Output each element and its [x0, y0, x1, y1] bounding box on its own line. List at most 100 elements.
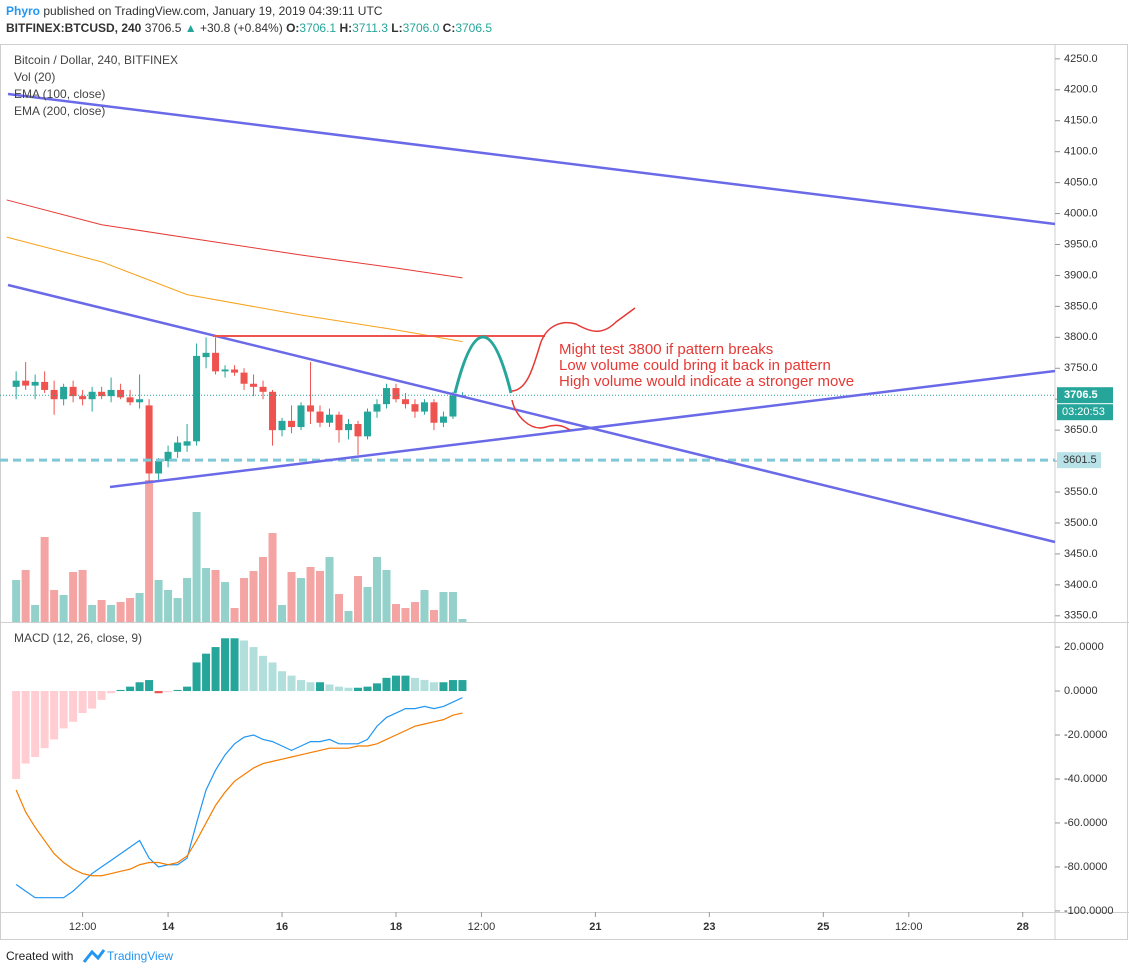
- volume-bar: [164, 590, 173, 622]
- x-tick-label: 12:00: [895, 921, 923, 933]
- y-tick-label: 3350.0: [1064, 610, 1098, 622]
- macd-line: [15, 712, 463, 877]
- histogram-bar: [230, 638, 239, 692]
- x-tick-label: 16: [276, 921, 288, 933]
- histogram-bar: [448, 680, 457, 692]
- volume-bar: [420, 590, 429, 622]
- volume-bar: [154, 580, 163, 622]
- y-tick-label: 4050.0: [1064, 177, 1098, 189]
- histogram-bar: [192, 662, 201, 692]
- volume-bar: [230, 608, 239, 622]
- candle-body: [326, 414, 334, 423]
- candle-body: [411, 404, 419, 412]
- candle-body: [145, 405, 153, 474]
- volume-bar: [59, 595, 68, 622]
- author: Phyro: [6, 4, 40, 18]
- histogram-bar: [287, 675, 296, 692]
- histogram-bar: [391, 675, 400, 692]
- candle-body: [316, 411, 324, 423]
- volume-bar: [173, 598, 182, 622]
- histogram-bar: [297, 680, 306, 692]
- candle-body: [259, 386, 267, 392]
- candle-body: [193, 355, 201, 442]
- y-tick-label: 4000.0: [1064, 207, 1098, 219]
- y-tick-label: 3400.0: [1064, 579, 1098, 591]
- candle-body: [449, 395, 457, 417]
- histogram-bar: [59, 691, 68, 729]
- candle-body: [373, 404, 381, 412]
- histogram-bar: [135, 682, 144, 692]
- histogram-bar: [249, 647, 258, 692]
- volume-bar: [335, 594, 344, 622]
- volume-bar: [107, 605, 116, 622]
- candle-body: [345, 423, 353, 431]
- volume-bar: [221, 582, 230, 622]
- footer-created: Created with: [6, 949, 73, 963]
- volume-bar: [458, 619, 467, 622]
- y-tick-label: 3900.0: [1064, 269, 1098, 281]
- histogram-bar: [316, 682, 325, 692]
- histogram-bar: [401, 675, 410, 692]
- y-tick-label: -40.0000: [1064, 773, 1107, 785]
- y-tick-label: 3500.0: [1064, 517, 1098, 529]
- histogram-bar: [344, 687, 353, 692]
- volume-bar: [391, 604, 400, 622]
- volume-bar: [429, 610, 438, 622]
- x-tick-label: 28: [1017, 921, 1029, 933]
- annotation: Low volume could bring it back in patter…: [559, 357, 831, 374]
- volume-bar: [448, 592, 457, 622]
- candle-body: [420, 402, 428, 412]
- labels: 12:00 14 16 18 12:00 21 23 25 12:00 28 3350.0 3400.…: [14, 53, 1114, 933]
- trendline: [109, 369, 1056, 489]
- candle-body: [430, 402, 438, 423]
- candle-body: [288, 420, 296, 428]
- trendline: [7, 283, 1056, 544]
- histogram-bar: [420, 680, 429, 692]
- published: published on TradingView.com, January 19…: [43, 4, 382, 18]
- volume-bar: [278, 605, 287, 622]
- candle-body: [164, 451, 172, 462]
- y-tick-label: 0.0000: [1064, 685, 1098, 697]
- candle-body: [117, 389, 125, 398]
- volume-bar: [145, 480, 154, 622]
- volume-bar: [240, 578, 249, 622]
- candle-body: [12, 380, 20, 387]
- y-tick-label: -60.0000: [1064, 817, 1107, 829]
- candle-body: [22, 380, 30, 386]
- countdown-label: 03:20:53: [1062, 406, 1105, 418]
- close: 3706.5: [455, 21, 492, 35]
- candle-body: [307, 405, 315, 412]
- open-label: O:: [286, 21, 299, 35]
- histogram-bar: [97, 691, 106, 700]
- volume-bar: [439, 592, 448, 622]
- candle-body: [107, 389, 115, 397]
- histogram-bar: [458, 680, 467, 692]
- volume-bar: [268, 533, 277, 622]
- low: 3706.0: [403, 21, 440, 35]
- histogram-bar: [278, 671, 287, 692]
- histogram-bar: [126, 686, 135, 692]
- projection-up: [511, 307, 636, 392]
- volume-bar: [88, 605, 97, 622]
- y-tick-label: 3950.0: [1064, 238, 1098, 250]
- projection-down: [511, 399, 571, 431]
- volume-bar: [202, 568, 211, 622]
- histogram-bar: [259, 655, 268, 692]
- x-tick-label: 21: [589, 921, 601, 933]
- y-tick-label: 20.0000: [1064, 641, 1104, 653]
- candle-body: [50, 389, 58, 400]
- y-tick-label: 3650.0: [1064, 424, 1098, 436]
- candle-body: [136, 399, 144, 403]
- candle-body: [269, 391, 277, 431]
- legend-entry: EMA (200, close): [14, 104, 105, 118]
- projection-arc: [453, 335, 513, 394]
- candle-body: [335, 414, 343, 431]
- y-tick-label: 3850.0: [1064, 300, 1098, 312]
- volume-bar: [316, 571, 325, 622]
- y-tick-label: 3550.0: [1064, 486, 1098, 498]
- histogram-bar: [69, 691, 78, 722]
- histogram-bar: [268, 662, 277, 692]
- candle-body: [297, 405, 305, 428]
- candle-body: [98, 391, 106, 397]
- histogram-bar: [335, 686, 344, 692]
